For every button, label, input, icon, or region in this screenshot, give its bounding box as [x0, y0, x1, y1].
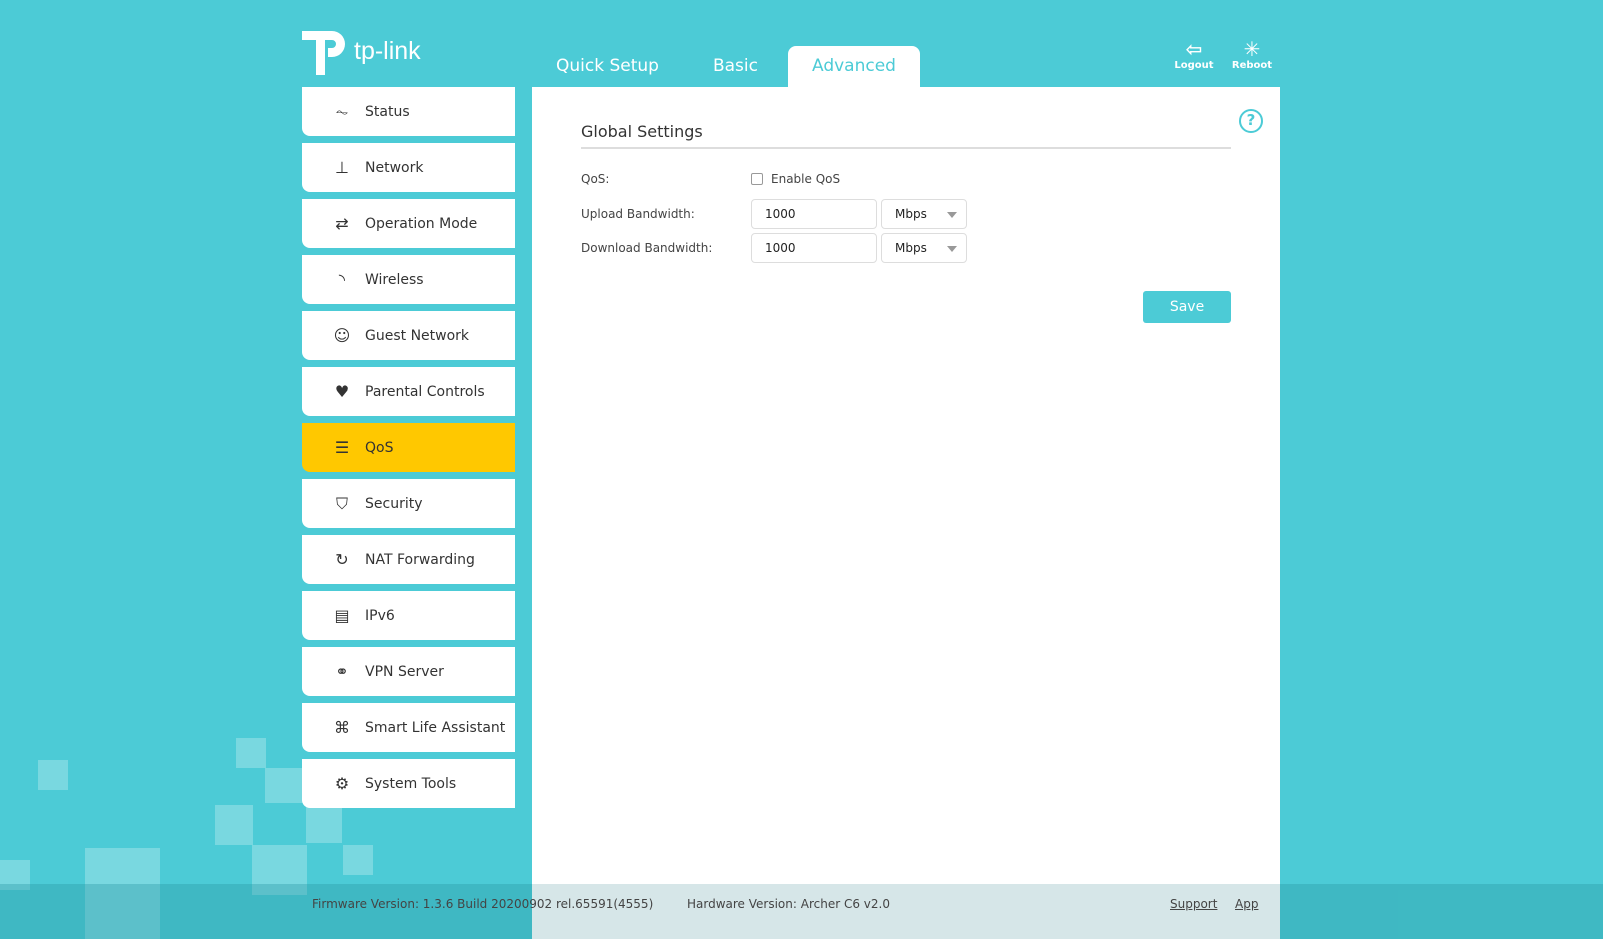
refresh-icon: ↻ — [335, 550, 349, 569]
footer-center — [532, 884, 1280, 939]
upload-label: Upload Bandwidth: — [581, 207, 695, 221]
support-link[interactable]: Support — [1170, 897, 1218, 911]
decoration — [0, 860, 30, 890]
decoration — [252, 845, 307, 895]
sidebar-item-wireless[interactable]: ◝ Wireless — [302, 255, 515, 304]
sidebar-item-network[interactable]: ⊥ Network — [302, 143, 515, 192]
decoration — [236, 738, 266, 768]
sidebar-item-label: Operation Mode — [365, 215, 478, 232]
swap-icon: ⇄ — [335, 214, 349, 233]
family-icon: ♥ — [334, 382, 350, 401]
reboot-button[interactable]: ✳ Reboot — [1227, 38, 1277, 71]
sidebar-item-label: Status — [365, 103, 410, 120]
sidebar-item-parental-controls[interactable]: ♥ Parental Controls — [302, 367, 515, 416]
app-link[interactable]: App — [1235, 897, 1259, 911]
sidebar-item-system-tools[interactable]: ⚙ System Tools — [302, 759, 515, 808]
sidebar-item-security[interactable]: ⛉ Security — [302, 479, 515, 528]
wifi-icon: ◝ — [338, 270, 346, 289]
sidebar-item-label: System Tools — [365, 775, 457, 792]
download-label: Download Bandwidth: — [581, 241, 713, 255]
sidebar-item-qos[interactable]: ☰ QoS — [302, 423, 515, 472]
sidebar-item-label: Parental Controls — [365, 383, 485, 400]
sidebar-item-label: Smart Life Assistant — [365, 719, 506, 736]
tp-link-logo: tp-link — [302, 27, 421, 75]
enable-qos-checkbox[interactable] — [751, 173, 763, 185]
sidebar-item-label: Wireless — [365, 271, 424, 288]
sidebar: ⏦ Status ⊥ Network ⇄ Operation Mode ◝ Wirele… — [302, 87, 515, 815]
network-icon: ⊥ — [335, 158, 349, 177]
brand-name: tp-link — [354, 36, 421, 65]
sidebar-item-operation-mode[interactable]: ⇄ Operation Mode — [302, 199, 515, 248]
logout-label: Logout — [1174, 60, 1214, 71]
sidebar-item-status[interactable]: ⏦ Status — [302, 87, 515, 136]
decoration — [215, 805, 253, 845]
sidebar-item-nat-forwarding[interactable]: ↻ NAT Forwarding — [302, 535, 515, 584]
download-bandwidth-input[interactable]: 1000 — [751, 233, 877, 263]
content-panel: ? Global Settings QoS: Enable QoS Upload… — [532, 87, 1280, 884]
footer: Firmware Version: 1.3.6 Build 20200902 r… — [0, 884, 1603, 939]
decoration — [343, 845, 373, 875]
shield-icon: ⛉ — [335, 493, 348, 513]
reboot-icon: ✳ — [1243, 37, 1261, 61]
reboot-label: Reboot — [1231, 60, 1273, 71]
link-icon: ⚭ — [335, 662, 349, 681]
sidebar-item-ipv6[interactable]: ▤ IPv6 — [302, 591, 515, 640]
activity-icon: ⏦ — [335, 101, 349, 121]
help-icon[interactable]: ? — [1239, 109, 1263, 133]
hardware-version: Hardware Version: Archer C6 v2.0 — [687, 897, 890, 911]
gear-icon: ⚙ — [334, 774, 350, 793]
sidebar-item-label: IPv6 — [365, 607, 395, 624]
sidebar-item-label: QoS — [365, 439, 394, 456]
upload-row: Upload Bandwidth: 1000 Mbps — [581, 199, 967, 229]
decoration — [85, 848, 160, 939]
sidebar-item-label: Network — [365, 159, 424, 176]
download-row: Download Bandwidth: 1000 Mbps — [581, 233, 967, 263]
command-icon: ⌘ — [334, 718, 350, 737]
sidebar-item-label: NAT Forwarding — [365, 551, 475, 568]
download-unit-select[interactable]: Mbps — [881, 233, 967, 263]
sidebar-item-label: VPN Server — [365, 663, 444, 680]
sidebar-item-vpn-server[interactable]: ⚭ VPN Server — [302, 647, 515, 696]
decoration — [265, 768, 305, 803]
logout-button[interactable]: ⇦ Logout — [1169, 38, 1219, 71]
qos-label: QoS: — [581, 172, 610, 186]
document-icon: ▤ — [334, 606, 350, 625]
enable-qos-label[interactable]: Enable QoS — [771, 172, 841, 186]
upload-bandwidth-input[interactable]: 1000 — [751, 199, 877, 229]
qos-row: QoS: Enable QoS — [581, 172, 840, 186]
firmware-version: Firmware Version: 1.3.6 Build 20200902 r… — [312, 897, 654, 911]
section-title: Global Settings — [581, 122, 1231, 149]
decoration — [38, 760, 68, 790]
sidebar-item-smart-life-assistant[interactable]: ⌘ Smart Life Assistant — [302, 703, 515, 752]
sidebar-item-label: Security — [365, 495, 423, 512]
tab-basic[interactable]: Basic — [712, 56, 758, 76]
decoration — [306, 805, 342, 843]
logo-icon — [302, 31, 345, 75]
sidebar-item-guest-network[interactable]: ☺ Guest Network — [302, 311, 515, 360]
sidebar-item-label: Guest Network — [365, 327, 470, 344]
users-icon: ☺ — [333, 326, 351, 345]
upload-unit-select[interactable]: Mbps — [881, 199, 967, 229]
tab-quick-setup[interactable]: Quick Setup — [556, 56, 659, 76]
tab-advanced[interactable]: Advanced — [787, 46, 920, 87]
save-button[interactable]: Save — [1143, 291, 1231, 323]
main-tabs: Quick Setup Basic Advanced — [532, 46, 926, 87]
qos-icon: ☰ — [334, 438, 350, 457]
logout-icon: ⇦ — [1185, 37, 1203, 61]
